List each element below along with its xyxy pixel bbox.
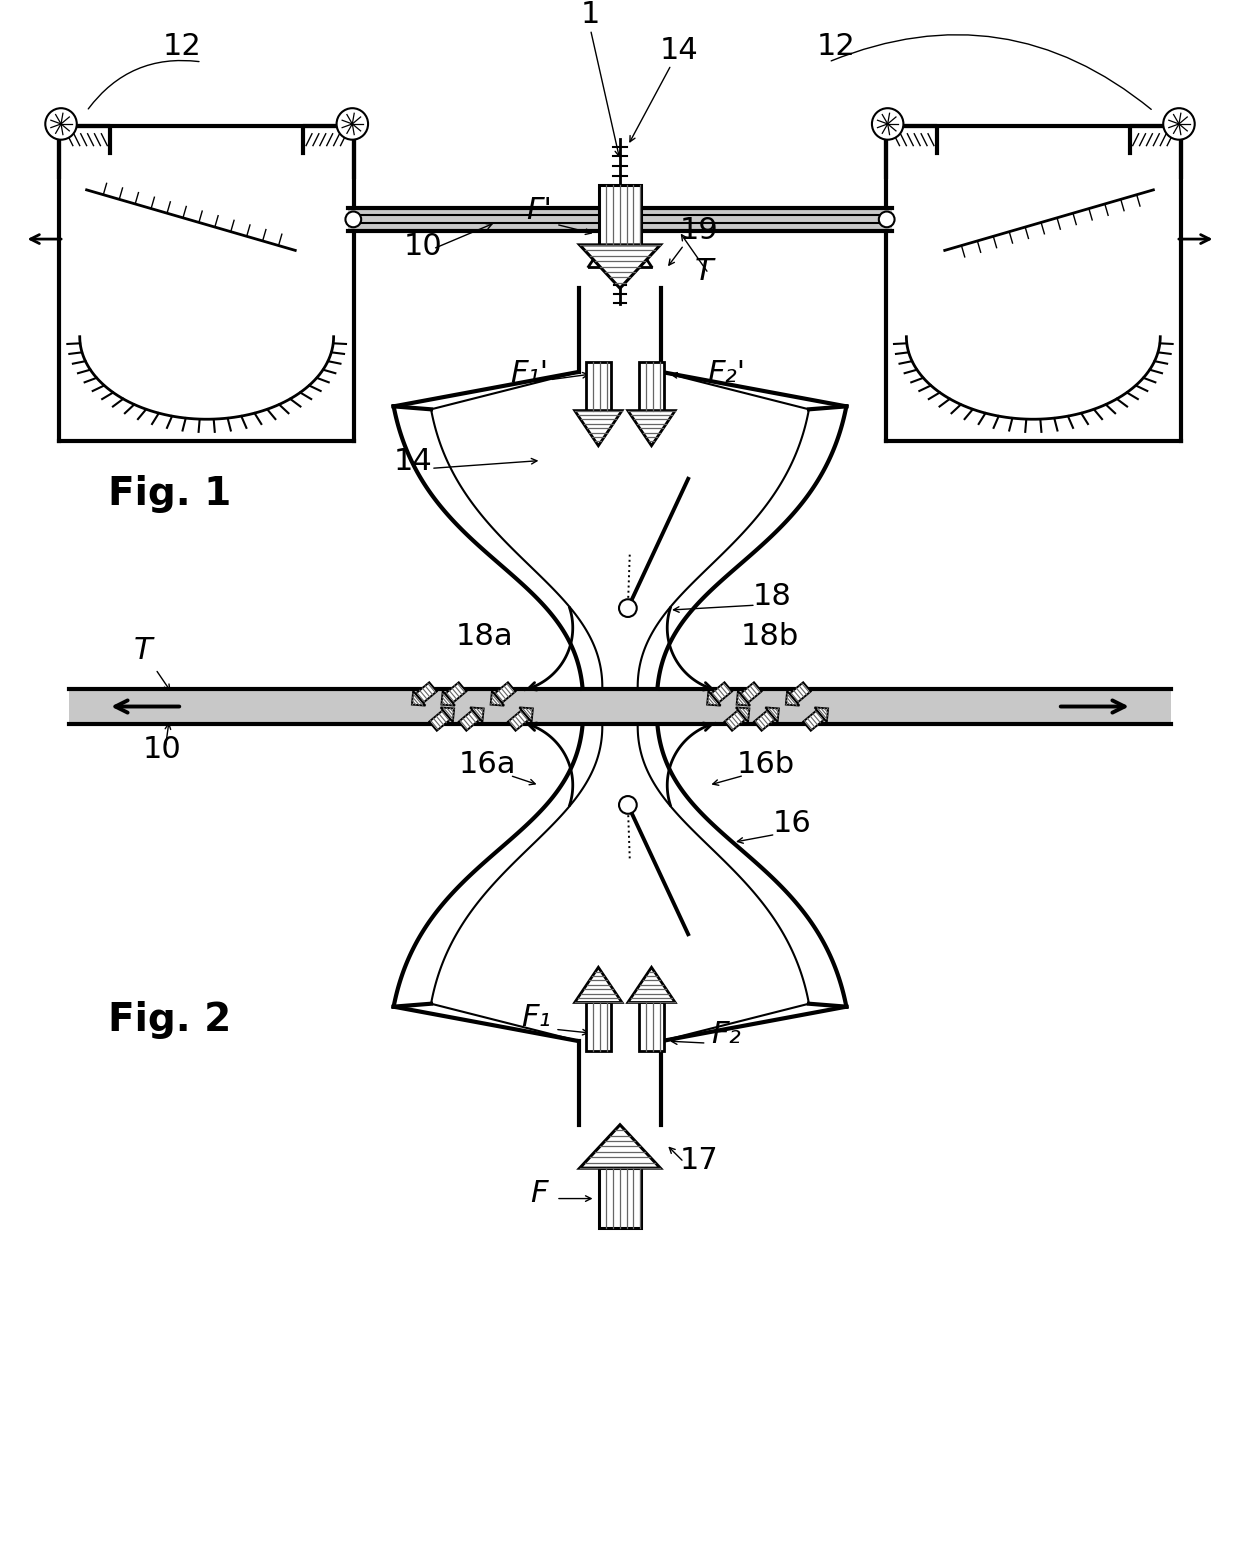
Polygon shape	[415, 682, 436, 704]
Circle shape	[879, 211, 894, 227]
Polygon shape	[707, 691, 720, 705]
Bar	[639, 1003, 663, 1051]
Polygon shape	[737, 691, 750, 705]
Circle shape	[46, 108, 77, 140]
Polygon shape	[815, 707, 828, 722]
Circle shape	[619, 599, 636, 617]
Text: T: T	[694, 258, 713, 287]
Text: F₂: F₂	[712, 1020, 742, 1049]
Text: F₂': F₂'	[707, 360, 745, 387]
Polygon shape	[495, 682, 516, 704]
Text: 18: 18	[753, 582, 792, 611]
Circle shape	[346, 211, 361, 227]
Polygon shape	[790, 682, 811, 704]
Text: 14: 14	[660, 35, 698, 65]
Polygon shape	[754, 710, 775, 731]
Text: 12: 12	[162, 32, 201, 62]
Polygon shape	[627, 967, 675, 1003]
Text: 18b: 18b	[740, 622, 799, 651]
Text: T: T	[134, 636, 153, 665]
Polygon shape	[724, 710, 745, 731]
Polygon shape	[508, 710, 529, 731]
Polygon shape	[429, 710, 450, 731]
Text: 16a: 16a	[459, 750, 516, 779]
Polygon shape	[520, 707, 533, 722]
Polygon shape	[574, 967, 622, 1003]
Text: 1: 1	[580, 0, 600, 29]
Polygon shape	[440, 707, 454, 722]
Text: Fig. 1: Fig. 1	[108, 475, 232, 512]
Bar	[639, 363, 663, 410]
Polygon shape	[627, 410, 675, 446]
Polygon shape	[445, 682, 466, 704]
Bar	[587, 1003, 610, 1051]
Polygon shape	[574, 410, 622, 446]
Polygon shape	[711, 682, 732, 704]
Circle shape	[336, 108, 368, 140]
Bar	[599, 1168, 641, 1228]
Polygon shape	[735, 707, 749, 722]
Circle shape	[872, 108, 904, 140]
Polygon shape	[579, 245, 661, 289]
Polygon shape	[470, 707, 484, 722]
Text: F': F'	[526, 196, 552, 225]
Circle shape	[1163, 108, 1194, 140]
Text: 17: 17	[680, 1146, 718, 1176]
Polygon shape	[804, 710, 825, 731]
Text: 16b: 16b	[737, 750, 795, 779]
Text: 10: 10	[404, 231, 443, 261]
Text: Fig. 2: Fig. 2	[108, 1001, 232, 1040]
Polygon shape	[441, 691, 455, 705]
Polygon shape	[740, 682, 761, 704]
Bar	[69, 688, 1171, 724]
Text: 12: 12	[817, 32, 856, 62]
Text: 14: 14	[394, 447, 433, 477]
Text: F: F	[531, 1179, 548, 1208]
Polygon shape	[459, 710, 480, 731]
Circle shape	[619, 796, 636, 813]
Polygon shape	[765, 707, 779, 722]
Polygon shape	[786, 691, 800, 705]
Text: 16: 16	[773, 810, 812, 838]
Bar	[587, 363, 610, 410]
Text: 19: 19	[680, 216, 718, 245]
Bar	[599, 185, 641, 245]
Polygon shape	[412, 691, 425, 705]
Text: 18a: 18a	[455, 622, 513, 651]
Polygon shape	[579, 1125, 661, 1168]
Text: F₁: F₁	[522, 1003, 552, 1032]
Text: F₁': F₁'	[511, 360, 548, 387]
Polygon shape	[491, 691, 505, 705]
Bar	[348, 210, 892, 230]
Text: 10: 10	[143, 734, 182, 764]
